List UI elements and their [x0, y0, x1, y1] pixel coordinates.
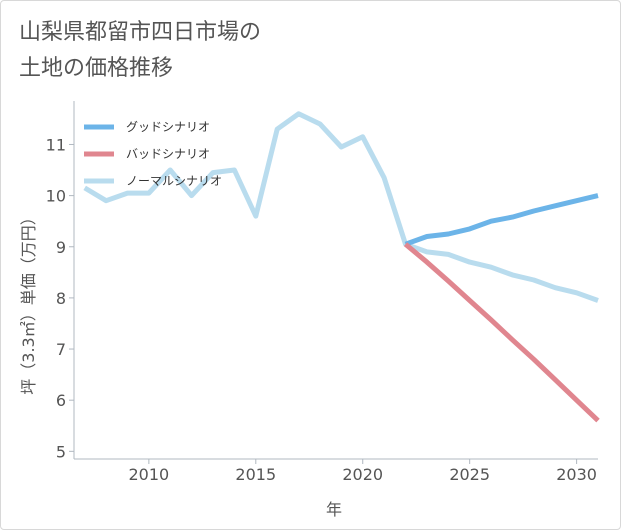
x-tick-label: 2010 — [128, 465, 169, 484]
legend-label: グッドシナリオ — [126, 120, 210, 134]
x-tick-label: 2020 — [342, 465, 383, 484]
title-line-1: 山梨県都留市四日市場の — [19, 20, 262, 45]
y-tick-label: 5 — [56, 442, 66, 461]
y-tick-label: 9 — [56, 238, 66, 257]
y-ticks: 5 6 7 8 9 10 11 — [46, 135, 74, 461]
y-tick-label: 8 — [56, 289, 66, 308]
legend-label: ノーマルシナリオ — [126, 174, 222, 188]
y-tick-label: 6 — [56, 391, 66, 410]
x-tick-label: 2025 — [449, 465, 490, 484]
y-tick-label: 10 — [46, 187, 66, 206]
series-line-0 — [404, 193, 599, 247]
y-tick-label: 7 — [56, 340, 66, 359]
y-axis-label: 坪（3.3㎡）単価（万円） — [19, 209, 38, 394]
x-tick-label: 2030 — [556, 465, 597, 484]
y-tick-label: 11 — [46, 135, 66, 154]
chart-title: 山梨県都留市四日市場の 土地の価格推移 — [19, 15, 261, 87]
x-axis-label: 年 — [326, 500, 342, 519]
title-line-2: 土地の価格推移 — [19, 56, 174, 81]
x-tick-label: 2015 — [235, 465, 276, 484]
legend-label: バッドシナリオ — [126, 147, 210, 161]
series-line-2 — [83, 111, 599, 303]
series-line-1 — [403, 242, 600, 423]
x-ticks: 2010 2015 2020 2025 2030 — [128, 459, 597, 484]
plot-lines — [83, 111, 600, 423]
